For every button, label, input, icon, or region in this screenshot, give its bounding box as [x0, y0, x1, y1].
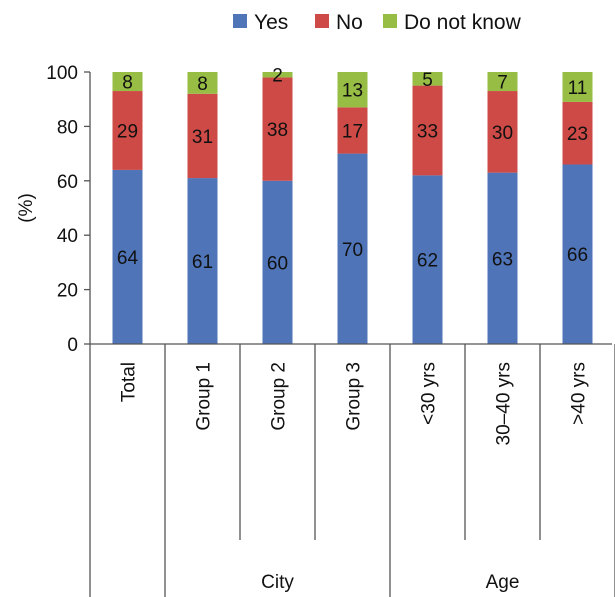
- x-tick-label: 30–40 yrs: [494, 362, 515, 445]
- data-label: 61: [192, 252, 213, 273]
- bar-do-not-know: [487, 72, 518, 92]
- bar-do-not-know: [262, 72, 293, 78]
- y-tick-label: 60: [57, 172, 78, 193]
- data-label: 29: [117, 121, 138, 142]
- data-label: 38: [267, 120, 288, 141]
- x-tick-label: Group 3: [344, 362, 365, 431]
- legend-label-no: No: [336, 11, 363, 34]
- legend: Yes No Do not know: [233, 11, 522, 34]
- bar-do-not-know: [112, 72, 143, 92]
- x-tick-label: <30 yrs: [419, 362, 440, 425]
- bar-no: [187, 93, 218, 179]
- y-tick-label: 0: [67, 335, 78, 356]
- data-label: 7: [497, 73, 508, 94]
- bar-yes: [412, 175, 443, 344]
- data-label: 17: [342, 121, 363, 142]
- bars: 64 29 8 61 31 8 60 38 2 70 17 13 62 33 5 63 30 7 66 23 11: [112, 66, 593, 344]
- data-label: 63: [492, 249, 513, 270]
- x-tick-label: >40 yrs: [569, 362, 590, 425]
- data-label: 8: [197, 74, 208, 95]
- legend-swatch-no: [315, 14, 329, 28]
- bar-do-not-know: [187, 72, 218, 94]
- bar-no: [262, 77, 293, 181]
- data-label: 60: [267, 253, 288, 274]
- y-tick-label: 100: [46, 63, 78, 84]
- data-label: 13: [342, 81, 363, 102]
- bar-do-not-know: [412, 72, 443, 86]
- data-label: 2: [272, 66, 283, 87]
- legend-swatch-do-not-know: [383, 14, 397, 28]
- bar-no: [562, 101, 593, 165]
- group-label-age: Age: [486, 572, 520, 593]
- data-label: 11: [568, 78, 588, 99]
- data-label: 5: [422, 70, 433, 91]
- legend-label-yes: Yes: [254, 11, 288, 34]
- legend-swatch-yes: [233, 14, 247, 28]
- group-label-city: City: [261, 572, 294, 593]
- y-tick-label: 80: [57, 117, 78, 138]
- bar-do-not-know: [337, 72, 368, 108]
- bar-yes: [562, 164, 593, 344]
- data-label: 33: [417, 121, 438, 142]
- bar-yes: [187, 178, 218, 344]
- x-tick-label: Group 2: [269, 362, 290, 431]
- data-label: 30: [492, 123, 513, 144]
- bar-yes: [262, 180, 293, 344]
- data-label: 31: [192, 127, 213, 148]
- bar-yes: [337, 153, 368, 344]
- y-axis-label: (%): [16, 193, 37, 223]
- bar-do-not-know: [562, 72, 593, 102]
- y-tick-label: 20: [57, 281, 78, 302]
- bar-no: [412, 85, 443, 176]
- x-axis: Total Group 1 Group 2 Group 3 <30 yrs 30–40 y…: [89, 343, 615, 597]
- bar-yes: [487, 172, 518, 344]
- data-label: 23: [567, 124, 588, 145]
- bar-yes: [112, 169, 143, 344]
- data-label: 64: [117, 248, 139, 269]
- y-axis: 0 20 40 60 80 100: [46, 63, 91, 356]
- data-label: 66: [567, 245, 588, 266]
- x-tick-label: Group 1: [194, 362, 215, 431]
- data-label: 70: [342, 240, 363, 261]
- bar-no: [112, 91, 143, 170]
- legend-label-do-not-know: Do not know: [404, 11, 522, 34]
- y-tick-label: 40: [57, 226, 78, 247]
- bar-no: [337, 107, 368, 154]
- data-label: 62: [417, 251, 438, 272]
- bar-no: [487, 91, 518, 173]
- data-label: 8: [122, 73, 133, 94]
- x-tick-label: Total: [119, 362, 140, 402]
